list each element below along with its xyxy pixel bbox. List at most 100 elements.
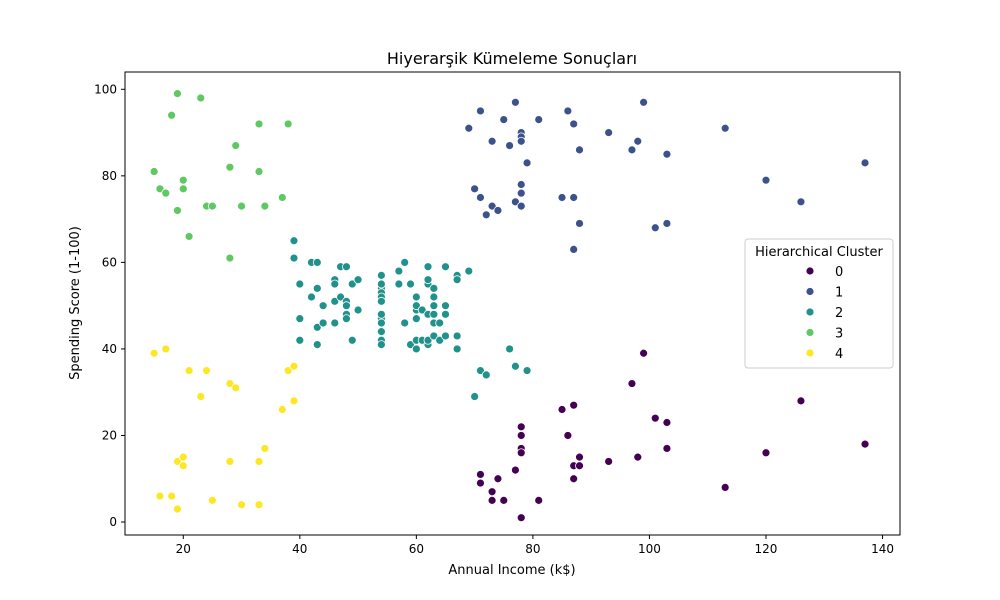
point-cluster-2-58 bbox=[423, 275, 433, 285]
point-cluster-3-7 bbox=[178, 175, 188, 185]
point-cluster-0-21 bbox=[627, 379, 637, 388]
y-tick-label: 60 bbox=[102, 255, 117, 269]
point-cluster-0-29 bbox=[796, 396, 806, 406]
point-cluster-0-11 bbox=[516, 513, 526, 523]
point-cluster-2-20 bbox=[342, 262, 351, 272]
point-cluster-1-23 bbox=[569, 193, 579, 202]
point-cluster-2-0 bbox=[289, 253, 299, 263]
point-cluster-1-5 bbox=[487, 136, 497, 146]
point-cluster-3-15 bbox=[237, 201, 246, 211]
point-cluster-2-4 bbox=[295, 335, 305, 345]
point-cluster-3-20 bbox=[283, 119, 293, 129]
plot-frame bbox=[124, 71, 901, 536]
point-cluster-2-27 bbox=[353, 275, 363, 285]
point-cluster-1-33 bbox=[662, 219, 672, 228]
point-cluster-1-19 bbox=[534, 115, 544, 124]
point-cluster-0-28 bbox=[761, 448, 771, 458]
point-cluster-2-31 bbox=[376, 309, 386, 319]
point-cluster-1-25 bbox=[575, 145, 584, 155]
x-tick-label: 80 bbox=[525, 542, 540, 556]
point-cluster-4-1 bbox=[155, 491, 165, 501]
point-cluster-4-19 bbox=[277, 405, 287, 414]
point-cluster-0-3 bbox=[487, 487, 497, 497]
point-cluster-2-65 bbox=[429, 283, 439, 293]
point-cluster-2-66 bbox=[435, 335, 445, 345]
point-cluster-4-17 bbox=[254, 457, 264, 466]
point-cluster-1-2 bbox=[476, 106, 485, 116]
point-cluster-2-63 bbox=[429, 309, 439, 319]
point-cluster-2-77 bbox=[470, 392, 480, 401]
point-cluster-1-34 bbox=[720, 123, 730, 133]
x-axis-label: Annual Income (k$) bbox=[448, 563, 575, 578]
y-tick-label: 100 bbox=[94, 82, 117, 96]
point-cluster-2-23 bbox=[342, 314, 351, 324]
point-cluster-1-3 bbox=[476, 193, 485, 202]
point-cluster-0-4 bbox=[493, 474, 503, 484]
point-cluster-2-34 bbox=[376, 296, 386, 306]
point-cluster-3-4 bbox=[173, 206, 182, 215]
y-tick-label: 40 bbox=[102, 342, 117, 356]
point-cluster-2-69 bbox=[441, 301, 450, 311]
point-cluster-0-10 bbox=[516, 431, 526, 440]
point-cluster-0-20 bbox=[604, 457, 614, 466]
point-cluster-2-40 bbox=[394, 266, 404, 276]
point-cluster-3-2 bbox=[161, 188, 171, 198]
point-cluster-2-24 bbox=[347, 279, 357, 289]
point-cluster-0-14 bbox=[563, 431, 573, 440]
point-cluster-2-3 bbox=[295, 314, 305, 324]
points-layer bbox=[149, 89, 870, 523]
y-axis: 0 20 40 60 80 100 bbox=[94, 82, 125, 529]
y-tick-label: 20 bbox=[102, 428, 117, 442]
point-cluster-2-49 bbox=[411, 292, 421, 302]
point-cluster-2-45 bbox=[406, 340, 415, 350]
point-cluster-1-22 bbox=[569, 119, 579, 129]
point-cluster-0-1 bbox=[476, 478, 485, 488]
point-cluster-2-80 bbox=[505, 344, 514, 354]
point-cluster-1-36 bbox=[796, 197, 806, 207]
point-cluster-4-22 bbox=[289, 396, 299, 406]
legend-label-2: 2 bbox=[835, 306, 843, 321]
point-cluster-1-29 bbox=[633, 136, 643, 146]
point-cluster-3-13 bbox=[225, 253, 235, 263]
x-tick-label: 120 bbox=[755, 542, 778, 556]
x-tick-label: 100 bbox=[638, 542, 661, 556]
point-cluster-2-14 bbox=[330, 318, 340, 328]
point-cluster-1-27 bbox=[604, 128, 614, 137]
point-cluster-2-78 bbox=[476, 366, 485, 375]
point-cluster-2-9 bbox=[312, 322, 322, 332]
point-cluster-4-14 bbox=[231, 383, 241, 393]
point-cluster-2-53 bbox=[417, 305, 427, 315]
point-cluster-4-7 bbox=[178, 461, 188, 471]
point-cluster-3-3 bbox=[167, 110, 177, 120]
legend-marker-2 bbox=[805, 307, 815, 317]
point-cluster-2-2 bbox=[295, 279, 305, 289]
point-cluster-1-30 bbox=[639, 97, 649, 107]
point-cluster-4-20 bbox=[283, 366, 293, 375]
point-cluster-2-41 bbox=[394, 279, 404, 289]
point-cluster-3-9 bbox=[196, 93, 206, 103]
point-cluster-4-13 bbox=[225, 379, 235, 388]
point-cluster-2-79 bbox=[481, 370, 491, 380]
point-cluster-2-8 bbox=[312, 257, 322, 267]
point-cluster-2-75 bbox=[452, 344, 462, 354]
point-cluster-3-12 bbox=[225, 162, 235, 172]
point-cluster-2-38 bbox=[376, 270, 386, 280]
point-cluster-2-26 bbox=[353, 305, 363, 315]
point-cluster-3-18 bbox=[260, 201, 270, 211]
point-cluster-0-7 bbox=[516, 422, 526, 432]
point-cluster-4-11 bbox=[208, 495, 217, 505]
point-cluster-1-17 bbox=[516, 201, 526, 211]
legend-label-3: 3 bbox=[835, 327, 843, 342]
point-cluster-4-10 bbox=[202, 366, 211, 375]
x-tick-label: 60 bbox=[409, 542, 424, 556]
point-cluster-4-21 bbox=[289, 361, 299, 371]
point-cluster-2-51 bbox=[411, 301, 421, 311]
point-cluster-2-39 bbox=[376, 318, 386, 328]
point-cluster-2-81 bbox=[511, 361, 520, 371]
legend-marker-0 bbox=[805, 266, 815, 276]
point-cluster-4-6 bbox=[178, 452, 188, 462]
y-axis-label: Spending Score (1-100) bbox=[68, 226, 83, 380]
point-cluster-2-11 bbox=[318, 301, 328, 311]
point-cluster-1-15 bbox=[516, 180, 526, 189]
